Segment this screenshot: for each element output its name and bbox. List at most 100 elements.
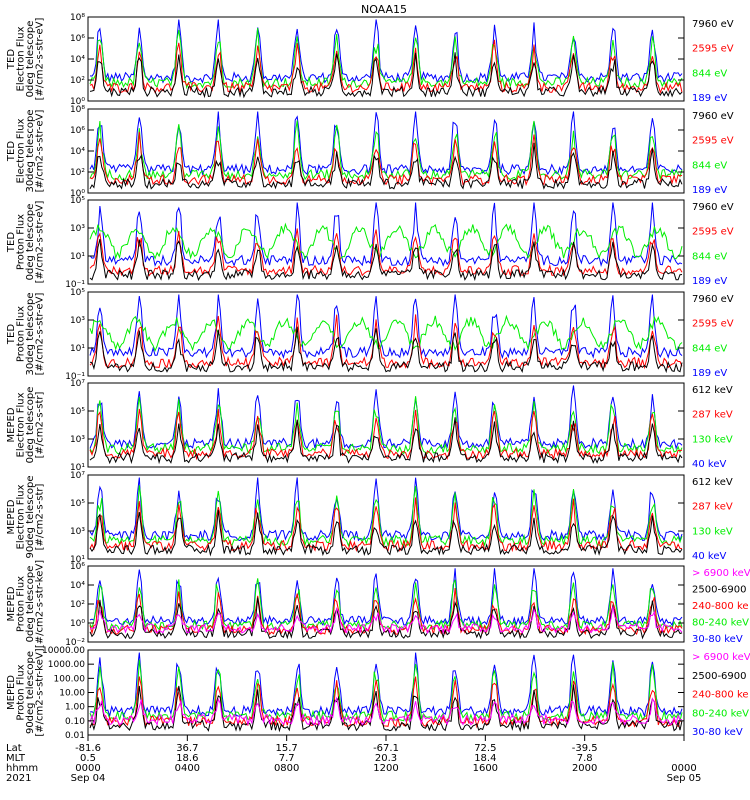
y-axis-label: [#/cm2-s-str] <box>35 483 46 550</box>
y-tick-label: 10⁰ <box>70 189 85 199</box>
y-axis-label: Proton Flux <box>16 576 27 632</box>
legend-item: 189 eV <box>692 368 727 379</box>
x-tick-label-mlt: 18.4 <box>474 753 496 764</box>
panel-8: 0.01 0.10 1.00 10.00 100.00 1000.00 10000.00 ME… <box>6 646 750 741</box>
y-axis-label: MEPED <box>6 499 17 534</box>
y-tick-label: 10⁸ <box>70 13 85 23</box>
y-tick-label: 10¹ <box>70 463 85 473</box>
y-axis-label: Electron Flux <box>16 392 27 457</box>
series-red-line <box>89 408 683 461</box>
y-tick-label: 10⁸ <box>70 105 85 115</box>
x-tick-label-date: Sep 04 <box>71 773 106 784</box>
panel-frame <box>87 199 685 285</box>
series-blue-line <box>89 202 683 268</box>
y-axis-label: Electron Flux <box>16 26 27 91</box>
y-tick-label: 1000.00 <box>48 660 85 670</box>
x-tick-label-hhmm: 0000 <box>75 763 100 774</box>
y-tick-label: 10⁵ <box>70 499 85 509</box>
y-tick-label: 10⁻¹ <box>65 280 85 290</box>
y-tick-label: 10⁷ <box>70 379 85 389</box>
x-tick-label-hhmm: 1200 <box>373 763 398 774</box>
legend-item: 30-80 keV <box>692 727 743 738</box>
legend-item: 7960 eV <box>692 294 734 305</box>
series-black-line <box>89 509 683 557</box>
y-axis-label: [#/cm2-s-str-eV] <box>35 293 46 376</box>
y-tick-label: 10³ <box>70 316 85 326</box>
x-tick-label-hhmm: 0400 <box>175 763 200 774</box>
y-axis-label: TED <box>6 49 17 70</box>
legend-item: 30-80 keV <box>692 634 743 645</box>
y-tick-label: 10³ <box>70 224 85 234</box>
y-axis-label: 30deg telescope <box>25 109 36 192</box>
series-green-line <box>89 222 683 260</box>
legend-item: 240-800 ke <box>692 690 749 701</box>
series-magenta-line <box>89 696 683 727</box>
y-axis-label: [#/cm2-s-str-eV] <box>35 110 46 193</box>
y-tick-label: 0.10 <box>65 717 85 727</box>
series-blue-line <box>89 652 683 719</box>
y-tick-label: 10¹ <box>70 252 85 262</box>
legend-item: 189 eV <box>692 276 727 287</box>
y-tick-label: 1.00 <box>65 703 85 713</box>
y-tick-label: 10² <box>70 600 85 610</box>
y-axis-label: 90deg telescope <box>25 651 36 734</box>
legend-item: 287 keV <box>692 410 733 421</box>
y-tick-label: 10⁰ <box>70 619 85 629</box>
series-blue-line <box>89 294 683 360</box>
x-tick-label-mlt: 20.3 <box>375 753 397 764</box>
legend-item: 7960 eV <box>692 111 734 122</box>
legend-item: 844 eV <box>692 160 727 171</box>
x-row-label: hhmm <box>6 763 38 774</box>
y-axis-label: 0deg telescope <box>25 387 36 464</box>
y-tick-label: 10⁵ <box>70 407 85 417</box>
y-axis-label: 0deg telescope <box>25 566 36 643</box>
panel-frame <box>87 474 685 560</box>
y-axis-label: MEPED <box>6 675 17 710</box>
series-red-line <box>89 676 683 729</box>
legend-item: 40 keV <box>692 459 726 470</box>
series-green-line <box>89 578 683 631</box>
series-blue-line <box>89 385 683 450</box>
y-axis-label: MEPED <box>6 407 17 442</box>
x-tick-label-lat: -67.1 <box>373 743 399 754</box>
series-green-line <box>89 120 683 181</box>
y-axis-label: [#/cm2-s-str-keV] <box>35 560 46 648</box>
y-tick-label: 10⁴ <box>70 147 85 157</box>
y-axis-label: [#/cm2-s-str] <box>35 391 46 458</box>
y-tick-label: 10000.00 <box>42 646 85 656</box>
y-tick-label: 10² <box>70 168 85 178</box>
y-axis-label: TED <box>6 232 17 253</box>
x-tick-label-lat: -81.6 <box>75 743 101 754</box>
y-axis-label: [#/cm2-s-str-eV] <box>35 18 46 101</box>
series-black-line <box>89 142 683 190</box>
y-axis-label: 0deg telescope <box>25 21 36 98</box>
legend-item: 189 eV <box>692 185 727 196</box>
y-tick-label: 10² <box>70 76 85 86</box>
y-tick-label: 10³ <box>70 435 85 445</box>
series-blue-line <box>89 568 683 627</box>
series-black-line <box>89 326 683 374</box>
x-tick-label-hhmm: 1600 <box>473 763 498 774</box>
panel-frame <box>87 382 685 468</box>
y-tick-label: 10⁻² <box>65 638 85 648</box>
x-tick-label-hhmm: 0000 <box>671 763 696 774</box>
legend-item: 80-240 keV <box>692 708 749 719</box>
legend-item: > 6900 keV <box>692 568 750 579</box>
series-green-line <box>89 314 683 352</box>
y-axis-label: TED <box>6 324 17 345</box>
legend-item: 130 keV <box>692 526 733 537</box>
legend-item: 80-240 keV <box>692 618 749 629</box>
y-tick-label: 10⁰ <box>70 97 85 107</box>
y-axis-label: [#/cm2-s-str-eV] <box>35 201 46 284</box>
legend-item: 2500-6900 <box>692 671 747 682</box>
y-tick-label: 10⁻¹ <box>65 372 85 382</box>
legend-item: 240-800 ke <box>692 601 749 612</box>
legend-item: 2595 eV <box>692 136 734 147</box>
legend-item: 40 keV <box>692 551 726 562</box>
